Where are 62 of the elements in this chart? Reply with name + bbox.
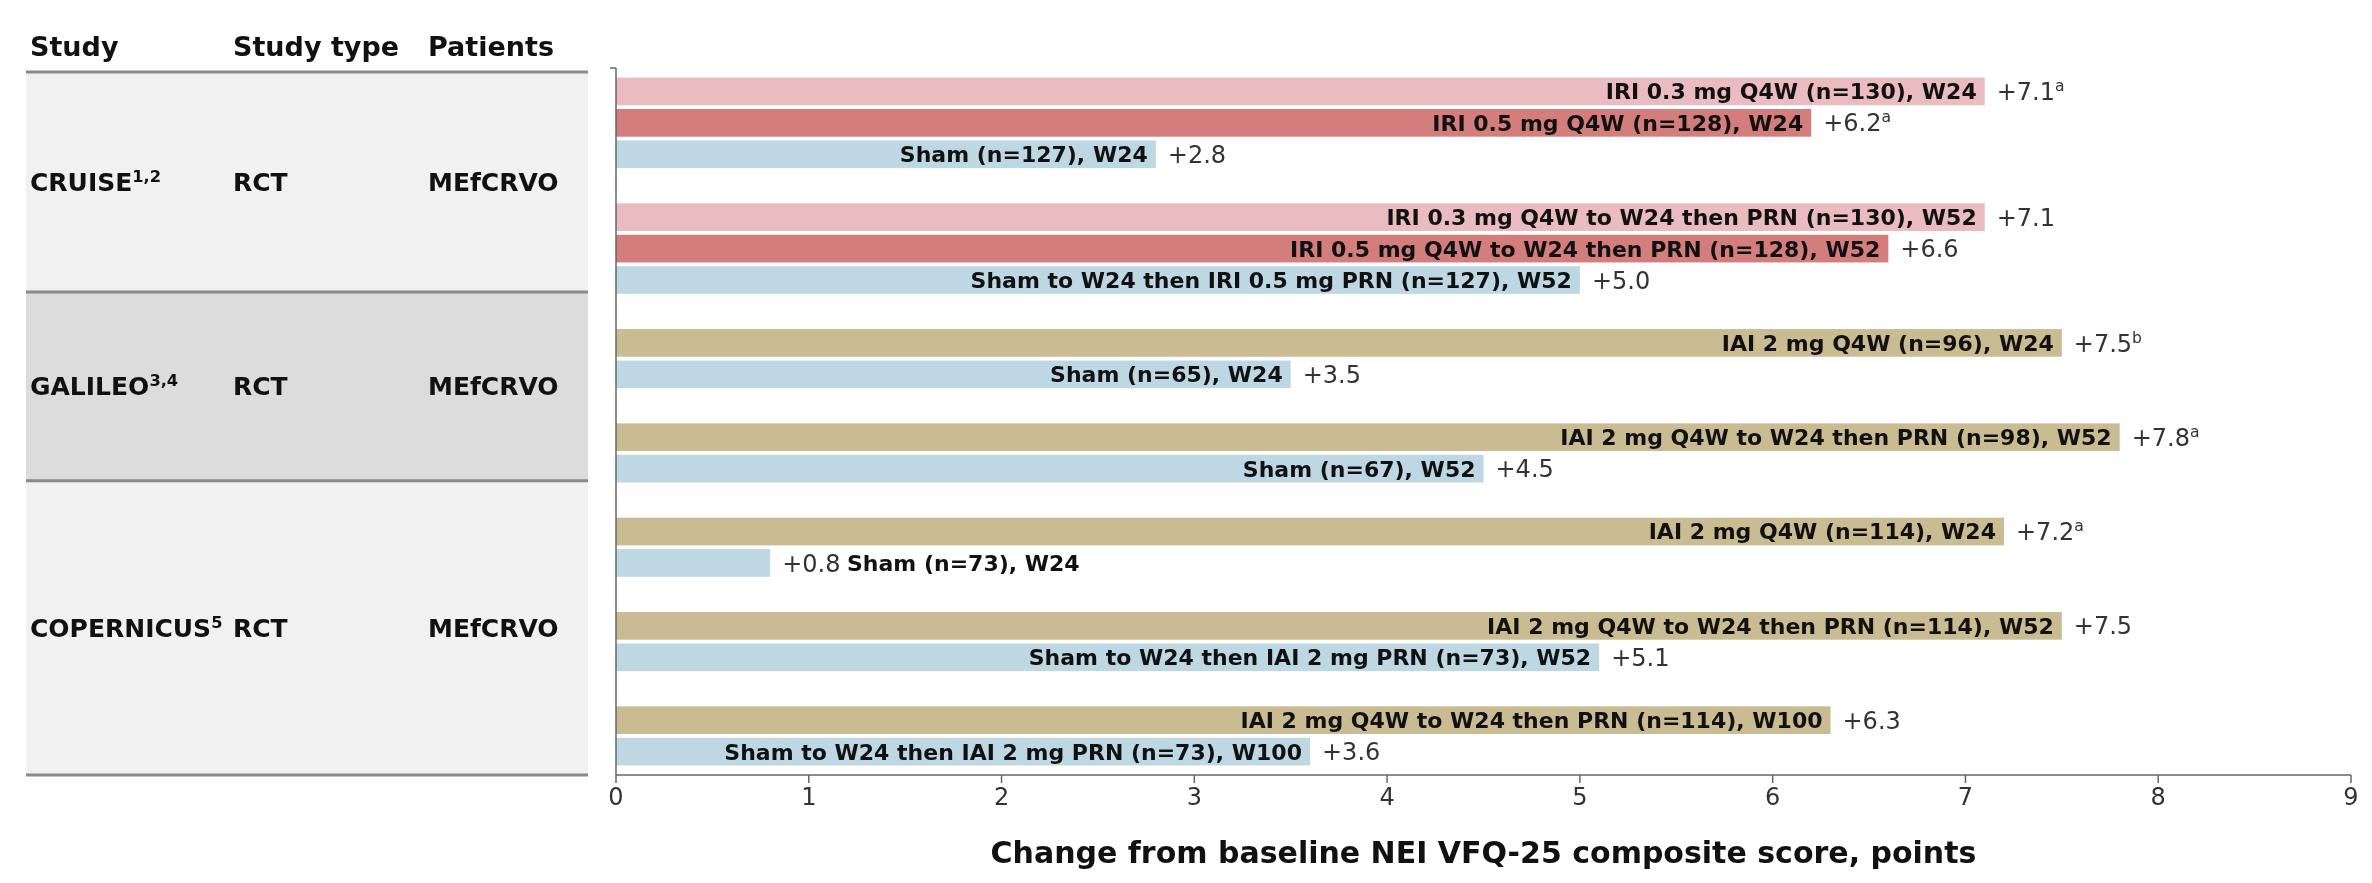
bar (616, 454, 1484, 483)
text: MEfCRVO (428, 168, 559, 198)
x-tick-label: 8 (2150, 783, 2166, 811)
bar (616, 329, 2062, 357)
data-label: +0.8 (782, 549, 841, 578)
data-label: +3.5 (1302, 360, 1361, 389)
x-tick-label: 7 (1957, 783, 1974, 811)
data-label: +7.5$^{b}$ (2073, 328, 2143, 358)
x-tick-label: 9 (2343, 783, 2359, 811)
text: RCT (233, 613, 288, 643)
y-tick-label: IAI 2 mg Q4W to W24 then PRN (n=98), W52 (1560, 425, 2112, 451)
data-label: +7.8$^{a}$ (2131, 422, 2200, 452)
text: RCT (233, 372, 288, 402)
x-tick-label: 4 (1379, 783, 1395, 811)
x-tick-label: 2 (993, 783, 1010, 811)
x-tick-label: 3 (1186, 783, 1202, 811)
y-tick-label: Sham (n=65), W24 (1050, 362, 1283, 388)
text: GALILEO$^{3,4}$ (30, 370, 179, 402)
y-tick-label: Sham (n=127), W24 (899, 142, 1148, 168)
data-label: +6.3 (1842, 706, 1901, 735)
data-label: +3.6 (1322, 738, 1381, 767)
y-tick-label: IRI 0.5 mg Q4W to W24 then PRN (n=128), W52 (1290, 236, 1881, 262)
y-tick-label: Sham to W24 then IAI 2 mg PRN (n=73), W100 (724, 739, 1302, 765)
x-axis-title: Change from baseline NEI VFQ-25 composite score, points (990, 835, 1977, 870)
y-tick-label: IRI 0.3 mg Q4W to W24 then PRN (n=130), W52 (1386, 205, 1977, 231)
category-label: Study type (233, 30, 400, 62)
data-label: +6.2$^{a}$ (1823, 108, 1892, 138)
text: COPERNICUS$^{5}$ (30, 612, 223, 643)
data-label: +6.6 (1900, 235, 1959, 264)
bar (616, 423, 2120, 452)
text: MEfCRVO (428, 372, 559, 402)
bar (616, 549, 771, 577)
bar (616, 109, 1812, 137)
data-label: +5.1 (1611, 643, 1670, 672)
y-tick-label: IRI 0.3 mg Q4W (n=130), W24 (1605, 79, 1977, 105)
x-tick-label: 1 (801, 783, 817, 811)
x-tick-label: 0 (608, 783, 624, 811)
data-label: +7.1$^{a}$ (1996, 77, 2065, 107)
text: CRUISE$^{1,2}$ (30, 166, 162, 198)
bar (616, 517, 2004, 546)
y-tick-label: IRI 0.5 mg Q4W (n=128), W24 (1432, 110, 1804, 136)
data-label: +4.5 (1495, 455, 1554, 484)
y-tick-label: Sham (n=73), W24 (847, 550, 1080, 576)
y-tick-label: IAI 2 mg Q4W to W24 then PRN (n=114), W100 (1240, 708, 1823, 734)
category-label: Patients (428, 30, 554, 62)
data-label: +7.1 (1996, 203, 2055, 232)
text: MEfCRVO (428, 613, 559, 643)
y-tick-label: Sham to W24 then IAI 2 mg PRN (n=73), W52 (1028, 645, 1592, 671)
y-tick-label: IAI 2 mg Q4W (n=114), W24 (1648, 519, 1996, 545)
y-tick-label: Sham to W24 then IRI 0.5 mg PRN (n=127), W52 (970, 267, 1572, 293)
y-tick-label: IAI 2 mg Q4W to W24 then PRN (n=114), W52 (1487, 613, 2054, 639)
data-label: +5.0 (1591, 266, 1651, 295)
y-tick-label: IAI 2 mg Q4W (n=96), W24 (1721, 330, 2054, 356)
bar (616, 612, 2062, 640)
x-tick-label: 5 (1572, 783, 1588, 811)
text: RCT (233, 168, 288, 198)
data-label: +7.5 (2073, 612, 2133, 641)
category-label: Study (30, 30, 119, 62)
y-tick-label: Sham (n=67), W52 (1242, 456, 1476, 482)
data-label: +7.2$^{a}$ (2016, 517, 2084, 547)
data-label: +2.8 (1167, 140, 1227, 169)
x-tick-label: 6 (1765, 783, 1781, 811)
